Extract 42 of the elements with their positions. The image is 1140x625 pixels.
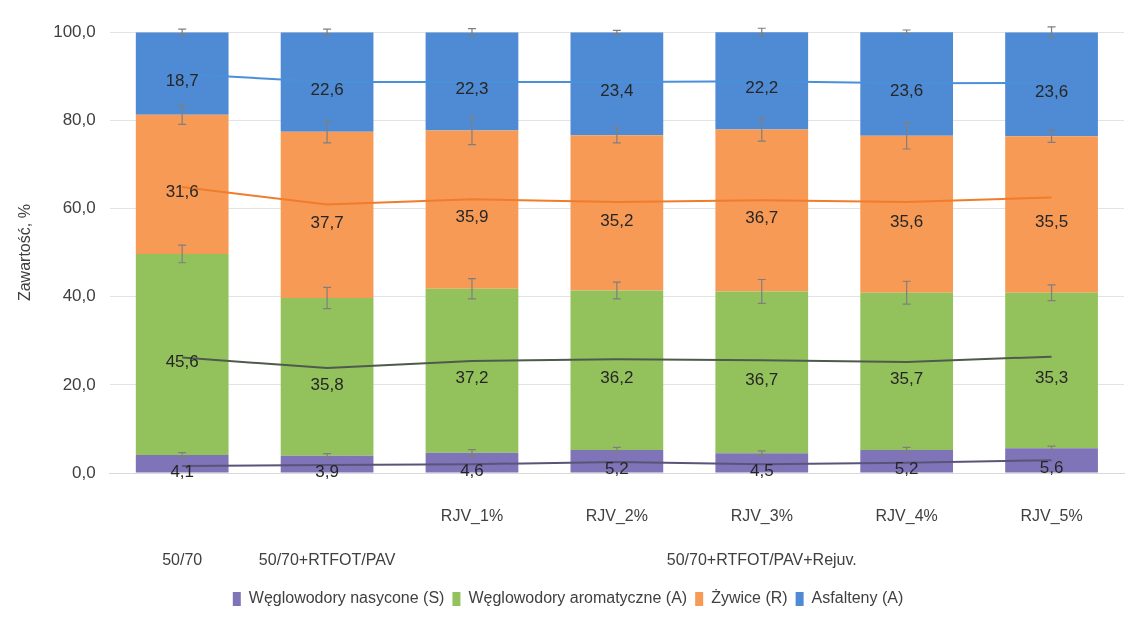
y-tick-label: 100,0	[53, 21, 96, 41]
data-label: 18,7	[165, 71, 199, 91]
text: 50/70+RTFOT/PAV	[258, 551, 396, 569]
y-tick-label: 60,0	[62, 198, 96, 218]
data-label: 22,2	[745, 78, 779, 98]
data-label: 23,6	[1035, 81, 1069, 101]
data-label: 23,4	[600, 81, 634, 101]
data-label: 35,8	[310, 374, 344, 394]
legend-label: Żywice (R)	[711, 588, 788, 607]
data-label: 3,9	[315, 462, 339, 482]
data-label: 36,7	[745, 369, 779, 389]
data-label: 5,6	[1039, 458, 1064, 478]
data-label: 45,6	[165, 352, 199, 372]
data-label: 36,2	[600, 367, 634, 387]
x-tick-label: RJV_2%	[585, 507, 648, 526]
data-label: 35,7	[890, 369, 924, 389]
data-label: 35,3	[1035, 368, 1069, 388]
legend-label: Asfalteny (A)	[811, 589, 904, 607]
y-tick-label: 0,0	[72, 462, 96, 482]
text: 50/70	[162, 551, 203, 569]
x-tick-label: RJV_1%	[440, 507, 504, 526]
y-tick-label: 80,0	[62, 110, 96, 130]
data-label: 35,5	[1035, 212, 1069, 232]
y-tick-label: 40,0	[62, 286, 96, 306]
data-label: 31,6	[165, 181, 199, 201]
text: 50/70+RTFOT/PAV+Rejuv.	[666, 551, 857, 569]
data-label: 22,6	[310, 79, 344, 99]
legend-label: Węglowodory aromatyczne (A)	[468, 589, 688, 607]
x-tick-label: RJV_5%	[1020, 507, 1083, 526]
data-label: 22,3	[455, 79, 489, 99]
y-axis-title: Zawartość, %	[16, 204, 34, 302]
data-label: 37,2	[455, 368, 489, 388]
data-label: 35,9	[455, 207, 489, 227]
data-label: 35,2	[600, 210, 634, 230]
data-label: 36,7	[745, 208, 779, 228]
y-tick-label: 20,0	[62, 374, 96, 394]
x-tick-label: RJV_3%	[730, 507, 793, 526]
data-label: 23,6	[890, 81, 924, 101]
x-tick-label: RJV_4%	[875, 507, 938, 526]
data-label: 37,7	[310, 212, 344, 232]
legend-label: Węglowodory nasycone (S)	[248, 589, 445, 607]
data-label: 35,6	[890, 211, 924, 231]
